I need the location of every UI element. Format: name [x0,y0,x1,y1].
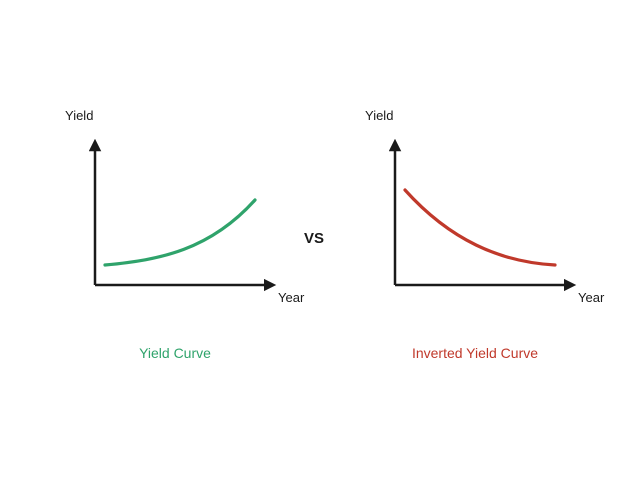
right-caption: Inverted Yield Curve [370,345,580,361]
left-y-axis-label: Yield [65,108,93,123]
left-x-axis-label: Year [278,290,304,305]
left-curve [105,200,255,265]
left-caption: Yield Curve [70,345,280,361]
right-y-axis-label: Yield [365,108,393,123]
right-curve [405,190,555,265]
figure: Yield Year Yield Curve VS Yield Year [0,0,626,501]
vs-label: VS [304,230,324,247]
left-chart [70,130,280,310]
right-x-axis-label: Year [578,290,604,305]
right-chart [370,130,580,310]
